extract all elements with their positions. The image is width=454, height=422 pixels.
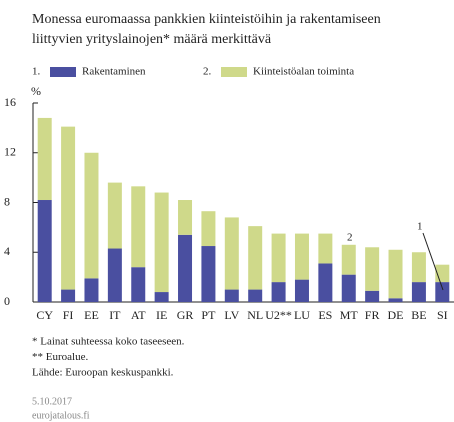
- bar-segment: [435, 282, 450, 302]
- bar-segment: [411, 252, 426, 283]
- bar-segment: [201, 211, 216, 247]
- chart-title: Monessa euromaassa pankkien kiinteistöih…: [32, 12, 381, 27]
- x-tick-label: FI: [63, 308, 74, 322]
- site: eurojatalous.fi: [32, 410, 90, 421]
- bar-segment: [178, 234, 193, 302]
- x-tick-label: AT: [131, 308, 146, 322]
- x-tick-label: LV: [224, 308, 239, 322]
- x-tick-label: BE: [411, 308, 426, 322]
- bar-segment: [131, 267, 146, 302]
- footnote: ** Euroalue.: [32, 351, 88, 363]
- bar-segment: [341, 274, 356, 302]
- bar-segment: [154, 192, 169, 293]
- x-tick-label: PT: [201, 308, 216, 322]
- y-tick-label: 8: [4, 194, 10, 208]
- bar-segment: [271, 282, 286, 302]
- x-tick-label: EE: [84, 308, 99, 322]
- bar-segment: [294, 233, 309, 280]
- bar-segment: [37, 200, 52, 302]
- bar-segment: [318, 233, 333, 264]
- annotation: 2: [347, 232, 353, 244]
- x-tick-label: ES: [318, 308, 332, 322]
- bar-segment: [84, 152, 99, 279]
- x-tick-label: FR: [365, 308, 380, 322]
- legend-number: 1.: [32, 66, 41, 78]
- legend-number: 2.: [203, 66, 212, 78]
- x-tick-label: GR: [177, 308, 194, 322]
- y-tick-label: 12: [4, 145, 16, 159]
- bar-segment: [248, 289, 263, 302]
- x-tick-label: U2**: [265, 308, 292, 322]
- y-tick-label: 0: [4, 294, 10, 308]
- bar-segment: [131, 186, 146, 268]
- legend-swatch: [221, 67, 247, 77]
- x-tick-label: LU: [294, 308, 310, 322]
- bar-segment: [154, 292, 169, 302]
- x-tick-label: MT: [340, 308, 359, 322]
- bar-segment: [61, 289, 76, 302]
- x-tick-label: CY: [36, 308, 53, 322]
- x-tick-label: NL: [247, 308, 263, 322]
- chart-title: liittyvien yrityslainojen* määrä merkitt…: [32, 32, 272, 47]
- bar-segment: [107, 248, 122, 302]
- bar-segment: [224, 289, 239, 302]
- bar-segment: [318, 263, 333, 302]
- footnote: Lähde: Euroopan keskuspankki.: [32, 367, 174, 379]
- bar-segment: [37, 117, 52, 201]
- y-tick-label: 16: [4, 95, 16, 109]
- bar-segment: [201, 246, 216, 302]
- bar-segment: [271, 233, 286, 283]
- x-tick-label: IE: [156, 308, 167, 322]
- bar-segment: [224, 217, 239, 290]
- bar-segment: [341, 244, 356, 275]
- x-tick-label: IT: [109, 308, 121, 322]
- legend-swatch: [50, 67, 76, 77]
- date: 5.10.2017: [32, 396, 72, 407]
- bar-segment: [365, 290, 380, 302]
- annotation: 1: [417, 221, 423, 233]
- bar-segment: [388, 249, 403, 299]
- y-tick-label: 4: [4, 244, 10, 258]
- bar-segment: [248, 226, 263, 290]
- bar-segment: [365, 247, 380, 291]
- legend-label: Rakentaminen: [82, 66, 146, 78]
- bar-segment: [178, 200, 193, 235]
- bar-segment: [107, 182, 122, 249]
- annotation-pointer: [422, 232, 444, 291]
- bar-segment: [294, 279, 309, 302]
- bar-segment: [84, 278, 99, 302]
- legend-label: Kiinteistöalan toiminta: [253, 66, 354, 78]
- footnote: * Lainat suhteessa koko taseeseen.: [32, 336, 185, 348]
- x-tick-label: DE: [388, 308, 404, 322]
- x-tick-label: SI: [437, 308, 448, 322]
- bar-segment: [61, 126, 76, 290]
- y-unit: %: [31, 84, 41, 98]
- bar-segment: [411, 282, 426, 302]
- bar-segment: [388, 298, 403, 302]
